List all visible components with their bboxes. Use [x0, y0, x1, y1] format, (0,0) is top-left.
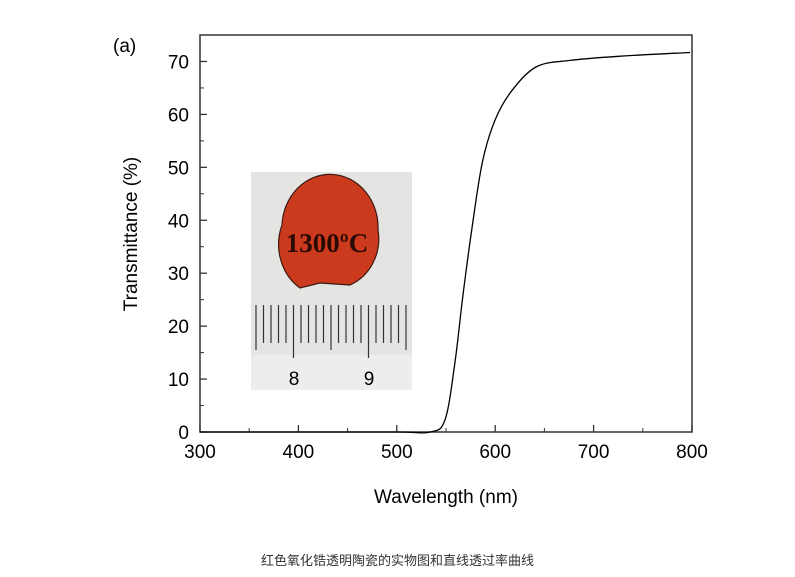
- sample-photo-inset: 1300ºC 8 9: [251, 172, 412, 390]
- y-tick-label: 20: [168, 317, 189, 338]
- y-tick-label: 0: [178, 423, 189, 444]
- ruler-body: [251, 355, 412, 390]
- y-tick-label: 40: [168, 211, 189, 232]
- series-line: [199, 51, 691, 434]
- sample-label: 1300ºC: [286, 228, 368, 258]
- figure-caption: 红色氧化锆透明陶瓷的实物图和直线透过率曲线: [260, 554, 534, 569]
- x-tick-label: 500: [381, 442, 413, 463]
- y-tick-label: 30: [168, 264, 189, 285]
- x-axis-label: Wavelength (nm): [374, 487, 518, 508]
- x-tick-label: 400: [283, 442, 315, 463]
- y-tick-label: 70: [168, 52, 189, 73]
- y-axis-label: Transmittance (%): [121, 157, 142, 312]
- red-ceramic-disk: [278, 173, 380, 289]
- ruler-ticks: [255, 305, 407, 358]
- ruler-label-8: 8: [289, 369, 300, 390]
- y-tick-label: 50: [168, 158, 189, 179]
- x-tick-label: 700: [578, 442, 610, 463]
- x-tick-label: 300: [184, 442, 216, 463]
- x-tick-label: 600: [479, 442, 511, 463]
- y-tick-label: 10: [168, 370, 189, 391]
- ruler-label-9: 9: [364, 369, 375, 390]
- panel-label: (a): [113, 36, 136, 57]
- x-tick-label: 800: [676, 442, 708, 463]
- y-tick-label: 60: [168, 105, 189, 126]
